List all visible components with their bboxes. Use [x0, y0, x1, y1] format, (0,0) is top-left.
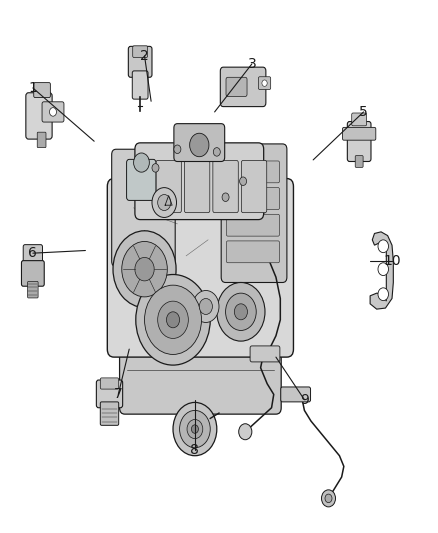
- FancyBboxPatch shape: [96, 380, 123, 408]
- FancyBboxPatch shape: [37, 132, 46, 148]
- Polygon shape: [370, 232, 393, 309]
- FancyBboxPatch shape: [34, 83, 50, 98]
- Circle shape: [166, 312, 180, 328]
- Circle shape: [191, 425, 198, 433]
- Text: 9: 9: [300, 393, 309, 407]
- FancyBboxPatch shape: [156, 160, 181, 213]
- FancyBboxPatch shape: [226, 241, 279, 263]
- Circle shape: [135, 257, 154, 281]
- FancyBboxPatch shape: [226, 214, 279, 236]
- FancyBboxPatch shape: [220, 67, 266, 107]
- Circle shape: [113, 231, 176, 308]
- FancyBboxPatch shape: [226, 77, 247, 96]
- FancyBboxPatch shape: [281, 387, 311, 402]
- FancyBboxPatch shape: [343, 127, 376, 140]
- Circle shape: [226, 293, 256, 330]
- FancyBboxPatch shape: [347, 122, 371, 161]
- Circle shape: [187, 419, 203, 439]
- FancyBboxPatch shape: [28, 281, 38, 298]
- FancyBboxPatch shape: [226, 161, 279, 183]
- Circle shape: [240, 177, 247, 185]
- Text: 6: 6: [28, 246, 37, 260]
- Text: 2: 2: [140, 49, 149, 63]
- Circle shape: [325, 494, 332, 503]
- Text: 7: 7: [114, 387, 123, 401]
- Circle shape: [213, 148, 220, 156]
- Circle shape: [190, 133, 209, 157]
- Circle shape: [122, 241, 167, 297]
- FancyBboxPatch shape: [132, 71, 148, 99]
- FancyBboxPatch shape: [174, 124, 225, 161]
- Circle shape: [152, 188, 177, 217]
- Circle shape: [145, 285, 201, 354]
- Text: 10: 10: [383, 254, 401, 268]
- FancyBboxPatch shape: [241, 160, 267, 213]
- Text: 3: 3: [247, 57, 256, 71]
- Text: 8: 8: [191, 443, 199, 457]
- FancyBboxPatch shape: [213, 160, 238, 213]
- FancyBboxPatch shape: [226, 188, 279, 209]
- Circle shape: [378, 288, 389, 301]
- FancyBboxPatch shape: [352, 113, 367, 126]
- FancyBboxPatch shape: [42, 102, 64, 122]
- Text: 5: 5: [359, 105, 368, 119]
- Circle shape: [152, 164, 159, 172]
- Circle shape: [234, 304, 247, 320]
- Circle shape: [217, 282, 265, 341]
- Circle shape: [180, 410, 210, 448]
- FancyBboxPatch shape: [112, 149, 175, 266]
- Circle shape: [136, 274, 210, 365]
- FancyBboxPatch shape: [100, 402, 119, 425]
- Circle shape: [134, 153, 149, 172]
- Circle shape: [321, 490, 336, 507]
- FancyBboxPatch shape: [21, 261, 44, 286]
- FancyBboxPatch shape: [100, 378, 119, 389]
- FancyBboxPatch shape: [133, 46, 148, 58]
- FancyBboxPatch shape: [127, 159, 156, 200]
- Circle shape: [199, 298, 212, 314]
- Circle shape: [378, 240, 389, 253]
- FancyBboxPatch shape: [23, 245, 42, 266]
- Circle shape: [173, 402, 217, 456]
- Text: 1: 1: [28, 81, 37, 95]
- FancyBboxPatch shape: [184, 160, 210, 213]
- FancyBboxPatch shape: [135, 143, 264, 220]
- FancyBboxPatch shape: [221, 144, 287, 282]
- Circle shape: [378, 263, 389, 276]
- FancyBboxPatch shape: [128, 46, 152, 77]
- FancyBboxPatch shape: [250, 346, 280, 362]
- Circle shape: [222, 193, 229, 201]
- Circle shape: [262, 80, 267, 86]
- Circle shape: [49, 108, 57, 116]
- FancyBboxPatch shape: [355, 156, 363, 167]
- FancyBboxPatch shape: [120, 340, 281, 414]
- FancyBboxPatch shape: [258, 77, 271, 90]
- FancyBboxPatch shape: [107, 179, 293, 357]
- Circle shape: [193, 290, 219, 322]
- Circle shape: [158, 195, 171, 211]
- Circle shape: [158, 301, 188, 338]
- Circle shape: [239, 424, 252, 440]
- FancyBboxPatch shape: [26, 93, 52, 139]
- Circle shape: [174, 145, 181, 154]
